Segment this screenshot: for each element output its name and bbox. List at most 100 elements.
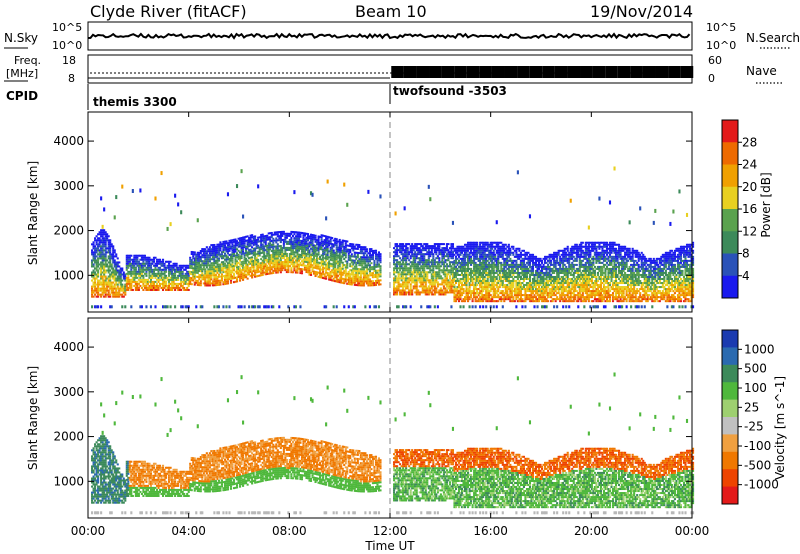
power-cell [206,246,208,248]
power-cell [138,283,140,285]
power-cell [268,253,270,255]
power-cell [517,278,519,280]
power-cell [379,269,381,271]
power-cell [431,251,433,253]
power-cell [182,267,184,269]
power-cell [218,274,220,276]
power-cell [111,284,113,286]
power-cell [224,253,226,255]
power-cell [118,265,120,267]
power-cell [396,259,398,261]
power-cell [472,300,474,302]
power-cell [431,291,433,293]
power-cell [198,278,200,280]
power-cell [123,296,125,298]
power-cell [97,247,99,249]
power-cell [221,279,223,281]
power-cell [354,254,356,256]
power-cell [97,296,99,298]
power-cell [503,250,505,252]
power-cell [109,261,111,263]
power-cell [417,265,419,267]
power-cell [111,305,113,308]
power-cell [336,244,338,246]
power-cell [259,305,261,308]
power-cell [206,266,208,268]
power-cell [200,282,202,284]
power-cell [200,252,202,254]
power-cell [280,241,282,243]
power-cell [508,244,510,246]
power-cell [491,298,493,300]
power-cell [165,269,167,271]
power-cell [346,263,348,265]
power-cell [213,272,215,274]
power-cell [446,267,448,269]
power-cell [455,260,457,262]
power-cell [194,284,196,286]
power-cell [189,257,191,259]
power-cell [103,207,105,211]
power-cell [470,250,472,252]
power-cell [301,256,303,258]
power-cell [434,285,436,287]
power-cell [177,202,179,206]
power-cell [277,257,279,259]
power-cell [512,278,514,280]
power-cell [411,251,413,253]
power-cell [325,305,327,308]
power-cell [401,279,403,281]
power-cell [502,290,504,292]
power-cell [461,272,463,274]
power-cell [201,272,203,274]
power-cell [469,254,471,256]
power-cell [272,244,274,246]
power-cell [476,242,478,244]
power-cell [441,283,443,285]
power-cell [112,245,114,247]
power-cell [515,252,517,254]
power-cell [328,268,330,270]
power-cell [173,267,175,269]
power-cell [434,293,436,295]
power-cell [269,270,271,272]
power-cell [206,252,208,254]
power-cell [422,245,424,247]
power-cell [404,289,406,291]
power-cell [94,245,96,247]
power-cell [292,259,294,261]
power-cell [233,273,235,275]
power-cell [292,271,294,273]
power-cell [120,282,122,284]
power-cell [265,263,267,265]
power-cell [117,284,119,286]
power-cell [488,262,490,264]
power-cell [346,267,348,269]
power-cell [379,265,381,267]
power-cell [476,256,478,258]
power-cell [378,251,380,253]
power-cell [200,280,202,282]
power-cell [127,267,129,269]
power-cell [97,272,99,274]
power-cell [188,289,190,291]
power-cell [224,245,226,247]
power-cell [93,269,95,271]
power-cell [453,284,455,286]
power-cell [115,253,117,255]
power-cell [269,238,271,240]
power-cell [153,283,155,285]
power-cell [272,272,274,274]
power-cell [97,269,99,271]
power-cell [459,290,461,292]
power-cell [94,237,96,239]
power-cell [444,271,446,273]
power-cell [299,262,301,264]
power-cell [349,257,351,259]
power-cell [379,283,381,285]
power-cell [213,244,215,246]
power-cell [159,267,161,269]
power-cell [373,268,375,270]
power-cell [455,282,457,284]
power-cell [141,305,143,308]
